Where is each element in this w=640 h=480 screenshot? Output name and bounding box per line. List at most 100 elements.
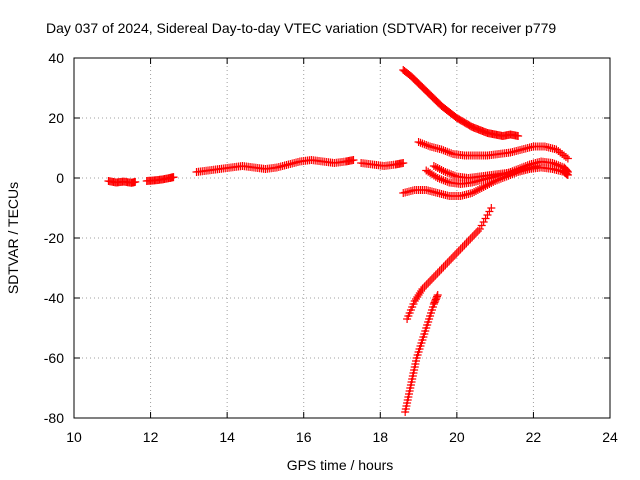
data-point-fill: [554, 161, 563, 170]
data-point-fill: [439, 176, 448, 185]
data-point: [169, 173, 178, 182]
data-point: [131, 177, 140, 186]
y-tick-label: -20: [44, 230, 64, 246]
x-tick-label: 20: [449, 429, 465, 445]
data-point-fill: [479, 218, 488, 226]
data-point-fill: [443, 177, 452, 186]
x-tick-label: 22: [526, 429, 542, 445]
data-point-fill: [435, 165, 444, 173]
series-4: [357, 159, 408, 170]
data-point-fill: [473, 186, 482, 194]
data-point-fill: [422, 141, 431, 149]
data-point-fill: [450, 251, 459, 259]
series-2: [142, 173, 178, 185]
data-point-fill: [433, 292, 442, 301]
x-tick-labels: 10 12 14 16 18 20 22 24: [66, 429, 618, 445]
data-point: [399, 159, 408, 167]
data-point: [464, 237, 473, 245]
data-point-fill: [483, 211, 492, 219]
data-point: [468, 189, 477, 197]
data-point: [418, 285, 427, 293]
series-6: [414, 138, 572, 163]
plot-frame: [73, 57, 611, 419]
data-point-fill: [416, 138, 425, 147]
data-point: [433, 291, 442, 299]
data-point-fill: [424, 141, 433, 150]
data-point-fill: [481, 182, 490, 190]
series-11: [401, 291, 442, 416]
data-point-fill: [431, 163, 440, 171]
series-3: [192, 156, 358, 176]
data-point: [548, 159, 557, 167]
data-point-fill: [433, 269, 442, 277]
data-point-fill: [460, 241, 469, 249]
data-point-fill: [470, 231, 479, 239]
data-point-fill: [449, 171, 458, 179]
x-axis-title: GPS time / hours: [287, 457, 394, 473]
data-point-fill: [552, 160, 561, 169]
data-point-fill: [437, 166, 446, 174]
data-point-fill: [447, 255, 456, 263]
data-point-fill: [422, 281, 431, 289]
data-point-fill: [475, 185, 484, 193]
data-point: [429, 162, 438, 170]
y-tick-label: 0: [56, 170, 64, 186]
data-point-fill: [458, 243, 467, 251]
data-point-fill: [437, 175, 446, 184]
x-tick-label: 16: [296, 429, 312, 445]
data-point-fill: [550, 159, 559, 168]
data-point-fill: [562, 166, 571, 175]
data-point: [563, 168, 572, 176]
data-point: [441, 261, 450, 269]
series-9: [429, 162, 542, 182]
data-point-fill: [445, 148, 454, 157]
data-point-fill: [443, 168, 452, 177]
data-point: [414, 138, 423, 146]
y-tick-labels: -80 -60 -40 -20 0 20 40: [44, 50, 64, 426]
data-point-fill: [447, 149, 456, 158]
data-point-fill: [561, 153, 570, 161]
data-point-fill: [439, 263, 448, 271]
data-point: [514, 132, 523, 140]
data-point-fill: [468, 233, 477, 241]
data-point-fill: [433, 164, 442, 172]
x-tick-label: 24: [602, 429, 618, 445]
y-tick-label: -80: [44, 410, 64, 426]
data-point-fill: [556, 162, 565, 170]
data-point-fill: [431, 172, 440, 181]
data-point: [452, 249, 461, 257]
y-tick-label: -60: [44, 350, 64, 366]
data-point: [429, 273, 438, 281]
data-point-fill: [441, 177, 450, 185]
data-point-fill: [472, 187, 480, 195]
y-axis-title: SDTVAR / TECUs: [5, 182, 21, 294]
data-point: [441, 168, 450, 176]
x-tick-label: 14: [219, 429, 235, 445]
series-10: [403, 204, 496, 323]
data-point: [437, 145, 446, 154]
data-point-fill: [420, 283, 429, 291]
data-point-fill: [462, 239, 471, 247]
data-point-fill: [481, 214, 490, 223]
grid-lines: [74, 58, 610, 418]
data-point-fill: [435, 267, 444, 275]
data-point-fill: [426, 277, 435, 285]
data-point-fill: [454, 247, 463, 255]
data-point-fill: [439, 167, 448, 175]
data-point-fill: [456, 245, 465, 253]
data-point-fill: [447, 170, 456, 179]
series-5: [399, 66, 523, 140]
data-point-fill: [473, 227, 482, 235]
data-point-fill: [472, 229, 480, 237]
data-point: [487, 204, 496, 212]
data-point: [433, 174, 442, 182]
data-point-fill: [445, 169, 454, 178]
data-point-fill: [437, 265, 446, 273]
y-tick-label: 40: [48, 50, 64, 66]
data-point-fill: [477, 221, 486, 230]
chart-title: Day 037 of 2024, Sidereal Day-to-day VTE…: [46, 20, 556, 36]
data-point-fill: [477, 184, 486, 192]
data-point-fill: [450, 171, 459, 180]
data-point: [349, 156, 358, 164]
